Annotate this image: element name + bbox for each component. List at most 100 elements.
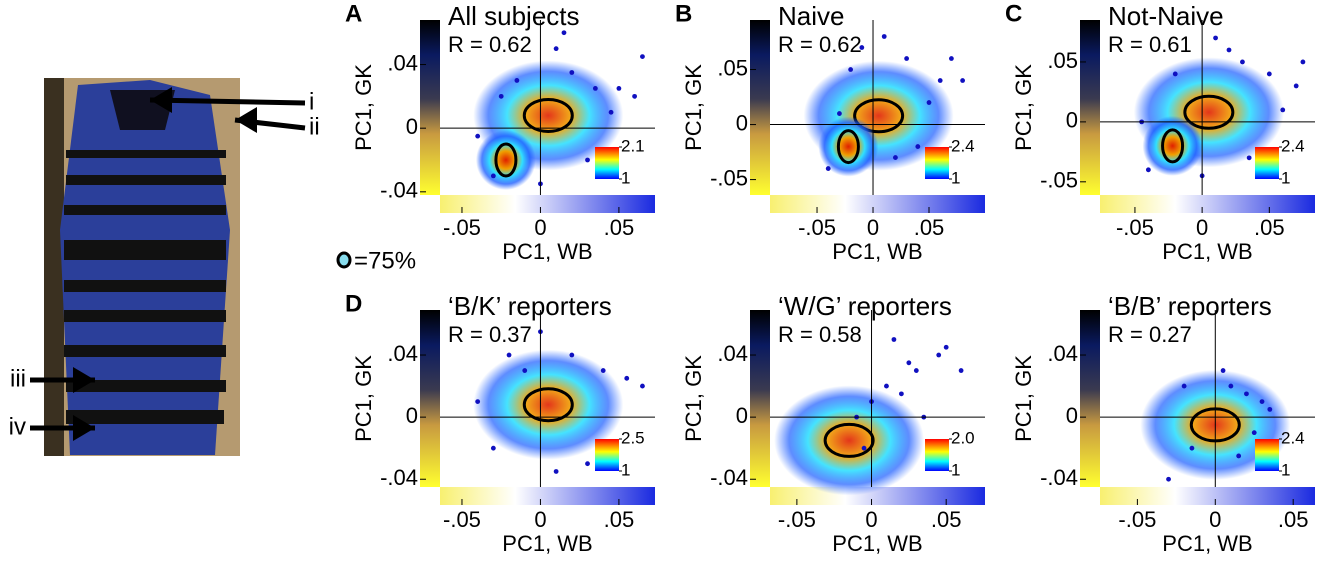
y-tick-label: .04: [387, 50, 418, 75]
point: [569, 352, 575, 358]
inset-colorbar-label: 1: [1281, 460, 1290, 479]
panel-label: D: [345, 290, 362, 317]
r-annotation: R = 0.61: [1108, 32, 1192, 57]
point: [585, 461, 590, 467]
point: [561, 30, 567, 36]
panel-title: ‘B/B’ reporters: [1108, 291, 1272, 321]
point: [884, 383, 889, 389]
point: [960, 78, 966, 83]
arrow-head: [73, 415, 95, 441]
arrow-label: i: [309, 88, 314, 115]
y-tick-label: 0: [736, 110, 748, 135]
point: [1172, 71, 1178, 77]
x-axis-label: PC1, WB: [502, 239, 592, 264]
panel: -.05 0 .05 -.04 0 .04 PC1, WB PC1, GK ‘W/G’ repo…: [681, 291, 985, 556]
x-axis-label: PC1, WB: [1162, 531, 1252, 556]
y-colorbar: [750, 20, 770, 195]
inset-colorbar-label: 1: [1281, 168, 1290, 187]
point: [514, 78, 520, 83]
y-tick-label: .04: [1047, 341, 1078, 366]
r-annotation: R = 0.62: [448, 32, 532, 57]
point: [506, 352, 512, 358]
point: [1226, 47, 1232, 53]
point: [1300, 59, 1306, 65]
point: [498, 93, 504, 99]
y-axis-label: PC1, GK: [681, 64, 706, 151]
arrow-label: iv: [9, 413, 26, 440]
panel: -.05 0 .05 -.04 0 .04 PC1, WB PC1, GK ‘B/B’ repo…: [1011, 291, 1315, 556]
point: [943, 344, 949, 350]
x-tick-label: .05: [914, 215, 945, 240]
point: [522, 368, 528, 373]
y-colorbar: [420, 310, 440, 487]
y-colorbar: [420, 20, 440, 195]
point: [913, 368, 919, 373]
panel-title: All subjects: [448, 1, 580, 31]
point: [1280, 107, 1286, 113]
point: [1259, 399, 1265, 405]
point: [881, 34, 887, 39]
density-cloud: [774, 385, 925, 496]
point: [1240, 59, 1245, 65]
point: [1166, 476, 1171, 482]
x-tick-label: -.05: [443, 215, 481, 240]
point: [893, 155, 898, 160]
x-colorbar: [440, 487, 655, 505]
y-tick-label: -.05: [710, 165, 748, 190]
x-tick-label: -.05: [798, 215, 836, 240]
point: [1189, 445, 1195, 451]
point: [891, 337, 897, 342]
panel: -.05 0 .05 -.04 0 .04 PC1, WB PC1, GK A All subje…: [345, 0, 655, 264]
y-colorbar: [750, 310, 770, 487]
y-colorbar: [1080, 20, 1100, 195]
point: [569, 70, 575, 75]
point: [861, 445, 867, 451]
inset-colorbar-label: 1: [621, 168, 630, 187]
y-tick-label: 0: [406, 114, 418, 139]
y-tick-label: 0: [1066, 108, 1078, 133]
point: [904, 56, 910, 61]
point: [1145, 167, 1151, 173]
point: [640, 54, 645, 59]
point: [490, 445, 496, 451]
r-annotation: R = 0.62: [778, 32, 862, 57]
contour: [1161, 128, 1185, 164]
point: [1236, 453, 1242, 459]
inset-colorbar-label: 1: [951, 168, 960, 187]
inset-colorbar: [1255, 147, 1279, 179]
point: [837, 111, 842, 116]
contour: [853, 98, 905, 134]
arrow-head: [235, 107, 257, 133]
arrow-head: [150, 87, 172, 113]
point: [1266, 71, 1272, 77]
point: [1228, 383, 1234, 389]
x-tick-label: 0: [1196, 215, 1208, 240]
x-axis-label: PC1, WB: [832, 239, 922, 264]
point: [1293, 83, 1299, 89]
density-cloud: [1142, 115, 1203, 176]
inset-colorbar: [925, 147, 949, 179]
contour-legend: =75%: [354, 247, 416, 274]
contour: [836, 129, 860, 165]
point: [475, 133, 481, 139]
point: [640, 383, 645, 389]
contour-icon: [336, 251, 352, 269]
x-tick-label: -.05: [1116, 215, 1154, 240]
x-colorbar: [1100, 195, 1315, 213]
point: [632, 93, 637, 99]
contour: [522, 387, 574, 423]
x-tick-label: 0: [867, 215, 879, 240]
point: [624, 375, 630, 381]
point: [1181, 383, 1187, 389]
x-colorbar: [440, 195, 655, 213]
point: [937, 78, 943, 83]
point: [475, 399, 481, 405]
r-annotation: R = 0.37: [448, 322, 532, 347]
inset-colorbar-label: 2.5: [621, 428, 645, 447]
y-tick-label: .04: [717, 341, 748, 366]
point: [825, 166, 831, 171]
panel-label: C: [1005, 0, 1022, 27]
inset-colorbar: [925, 439, 949, 471]
y-axis-label: PC1, GK: [1011, 64, 1036, 151]
